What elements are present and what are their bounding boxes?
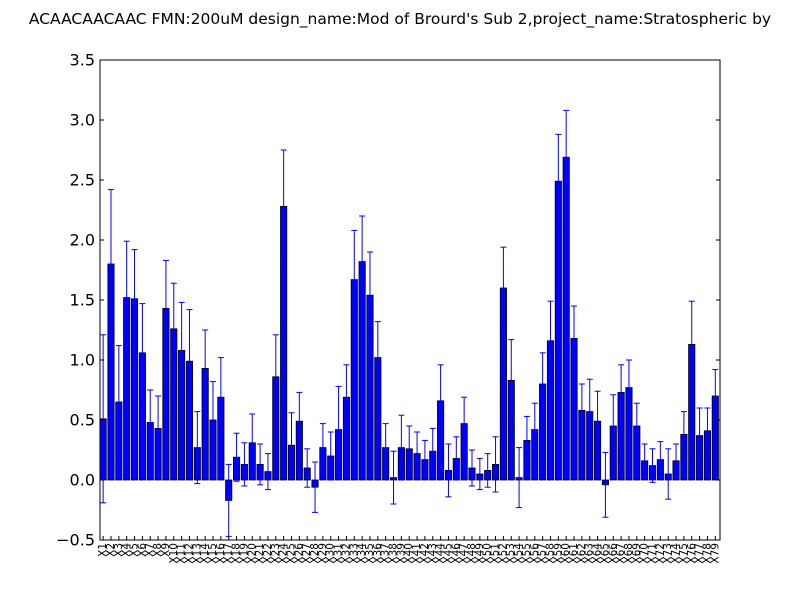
x-tick-label: X48 <box>466 543 478 564</box>
x-tick-label: X77 <box>694 543 706 564</box>
x-tick-label: X43 <box>427 543 439 564</box>
x-tick-label: X78 <box>701 543 713 564</box>
x-tick-label: X7 <box>144 543 156 557</box>
x-tick-label: X66 <box>607 543 619 564</box>
x-tick-label: X22 <box>262 543 274 564</box>
x-tick-label: X57 <box>537 543 549 564</box>
y-tick-label: 3.0 <box>70 111 95 130</box>
x-tick-label: X59 <box>552 543 564 564</box>
x-tick-label: X19 <box>238 543 250 564</box>
x-tick-label: X39 <box>395 543 407 564</box>
x-tick-label: X51 <box>490 543 502 564</box>
x-tick-label: X79 <box>709 543 721 564</box>
x-tick-label: X2 <box>105 543 117 557</box>
x-tick-label: X65 <box>599 543 611 564</box>
x-tick-label: X53 <box>505 543 517 564</box>
y-tick-label: 2.5 <box>70 171 95 190</box>
x-tick-label: X52 <box>497 543 509 564</box>
x-tick-label: X74 <box>670 543 682 564</box>
x-tick-label: X30 <box>325 543 337 564</box>
y-tick-label: 2.0 <box>70 231 95 250</box>
chart-title: ACAACAACAAC FMN:200uM design_name:Mod of… <box>29 10 771 29</box>
x-tick-label: X68 <box>623 543 635 564</box>
x-tick-label: X44 <box>435 543 447 564</box>
x-tick-label: X4 <box>121 543 133 557</box>
x-tick-label: X35 <box>364 543 376 564</box>
x-tick-label: X69 <box>631 543 643 564</box>
x-tick-label: X76 <box>686 543 698 564</box>
x-tick-label: X17 <box>223 543 235 564</box>
x-tick-label: X10 <box>168 543 180 564</box>
x-tick-label: X75 <box>678 543 690 564</box>
x-tick-label: X55 <box>521 543 533 564</box>
x-tick-label: X40 <box>403 543 415 564</box>
x-tick-label: X25 <box>285 543 297 564</box>
x-tick-label: X1 <box>97 543 109 557</box>
x-tick-label: X37 <box>380 543 392 564</box>
y-tick-label: 1.0 <box>70 351 95 370</box>
x-axis-ticks: X1X2X3X4X5X6X7X8X9X10X11X12X13X14X15X16X… <box>97 536 721 564</box>
x-tick-label: X64 <box>592 543 604 564</box>
error-bars <box>100 109 719 537</box>
y-tick-label: 1.5 <box>70 291 95 310</box>
x-tick-label: X6 <box>136 543 148 557</box>
y-tick-label: 0.0 <box>70 471 95 490</box>
y-tick-label: −0.5 <box>56 531 95 550</box>
x-tick-label: X5 <box>129 543 141 557</box>
x-tick-label: X14 <box>199 543 211 564</box>
x-tick-label: X31 <box>333 543 345 564</box>
x-tick-label: X9 <box>160 543 172 557</box>
x-tick-label: X34 <box>356 543 368 564</box>
x-tick-label: X3 <box>113 543 125 557</box>
x-tick-label: X42 <box>419 543 431 564</box>
x-tick-label: X45 <box>442 543 454 564</box>
x-tick-label: X46 <box>450 543 462 564</box>
x-tick-label: X15 <box>207 543 219 564</box>
x-tick-label: X63 <box>584 543 596 564</box>
x-tick-label: X18 <box>231 543 243 564</box>
x-tick-label: X11 <box>176 543 188 564</box>
x-tick-label: X27 <box>301 543 313 564</box>
x-tick-label: X67 <box>615 543 627 564</box>
x-tick-label: X61 <box>568 543 580 564</box>
x-tick-label: X12 <box>183 543 195 564</box>
x-tick-label: X23 <box>270 543 282 564</box>
x-tick-label: X16 <box>215 543 227 564</box>
x-tick-label: X32 <box>340 543 352 564</box>
x-tick-label: X50 <box>482 543 494 564</box>
x-tick-label: X41 <box>411 543 423 564</box>
x-tick-label: X29 <box>317 543 329 564</box>
x-tick-label: X71 <box>647 543 659 564</box>
x-tick-label: X58 <box>544 543 556 564</box>
bar <box>562 156 570 481</box>
y-axis-ticks: −0.5 0.0 0.5 1.0 1.5 2.0 2.5 3.0 3.5 <box>56 51 720 550</box>
x-tick-label: X60 <box>560 543 572 564</box>
x-tick-label: X73 <box>662 543 674 564</box>
x-tick-label: X36 <box>372 543 384 564</box>
x-tick-label: X8 <box>152 543 164 557</box>
x-tick-label: X26 <box>293 543 305 564</box>
x-tick-label: X28 <box>309 543 321 564</box>
x-tick-label: X70 <box>639 543 651 564</box>
x-tick-label: X33 <box>348 543 360 564</box>
x-tick-label: X20 <box>246 543 258 564</box>
x-tick-label: X54 <box>513 543 525 564</box>
x-tick-label: X62 <box>576 543 588 564</box>
x-tick-label: X72 <box>654 543 666 564</box>
x-tick-label: X24 <box>278 543 290 564</box>
x-tick-label: X13 <box>191 543 203 564</box>
y-tick-label: 0.5 <box>70 411 95 430</box>
x-tick-label: X21 <box>254 543 266 564</box>
x-tick-label: X56 <box>529 543 541 564</box>
x-tick-label: X47 <box>458 543 470 564</box>
y-tick-label: 3.5 <box>70 51 95 70</box>
x-tick-label: X38 <box>388 543 400 564</box>
x-tick-label: X49 <box>474 543 486 564</box>
